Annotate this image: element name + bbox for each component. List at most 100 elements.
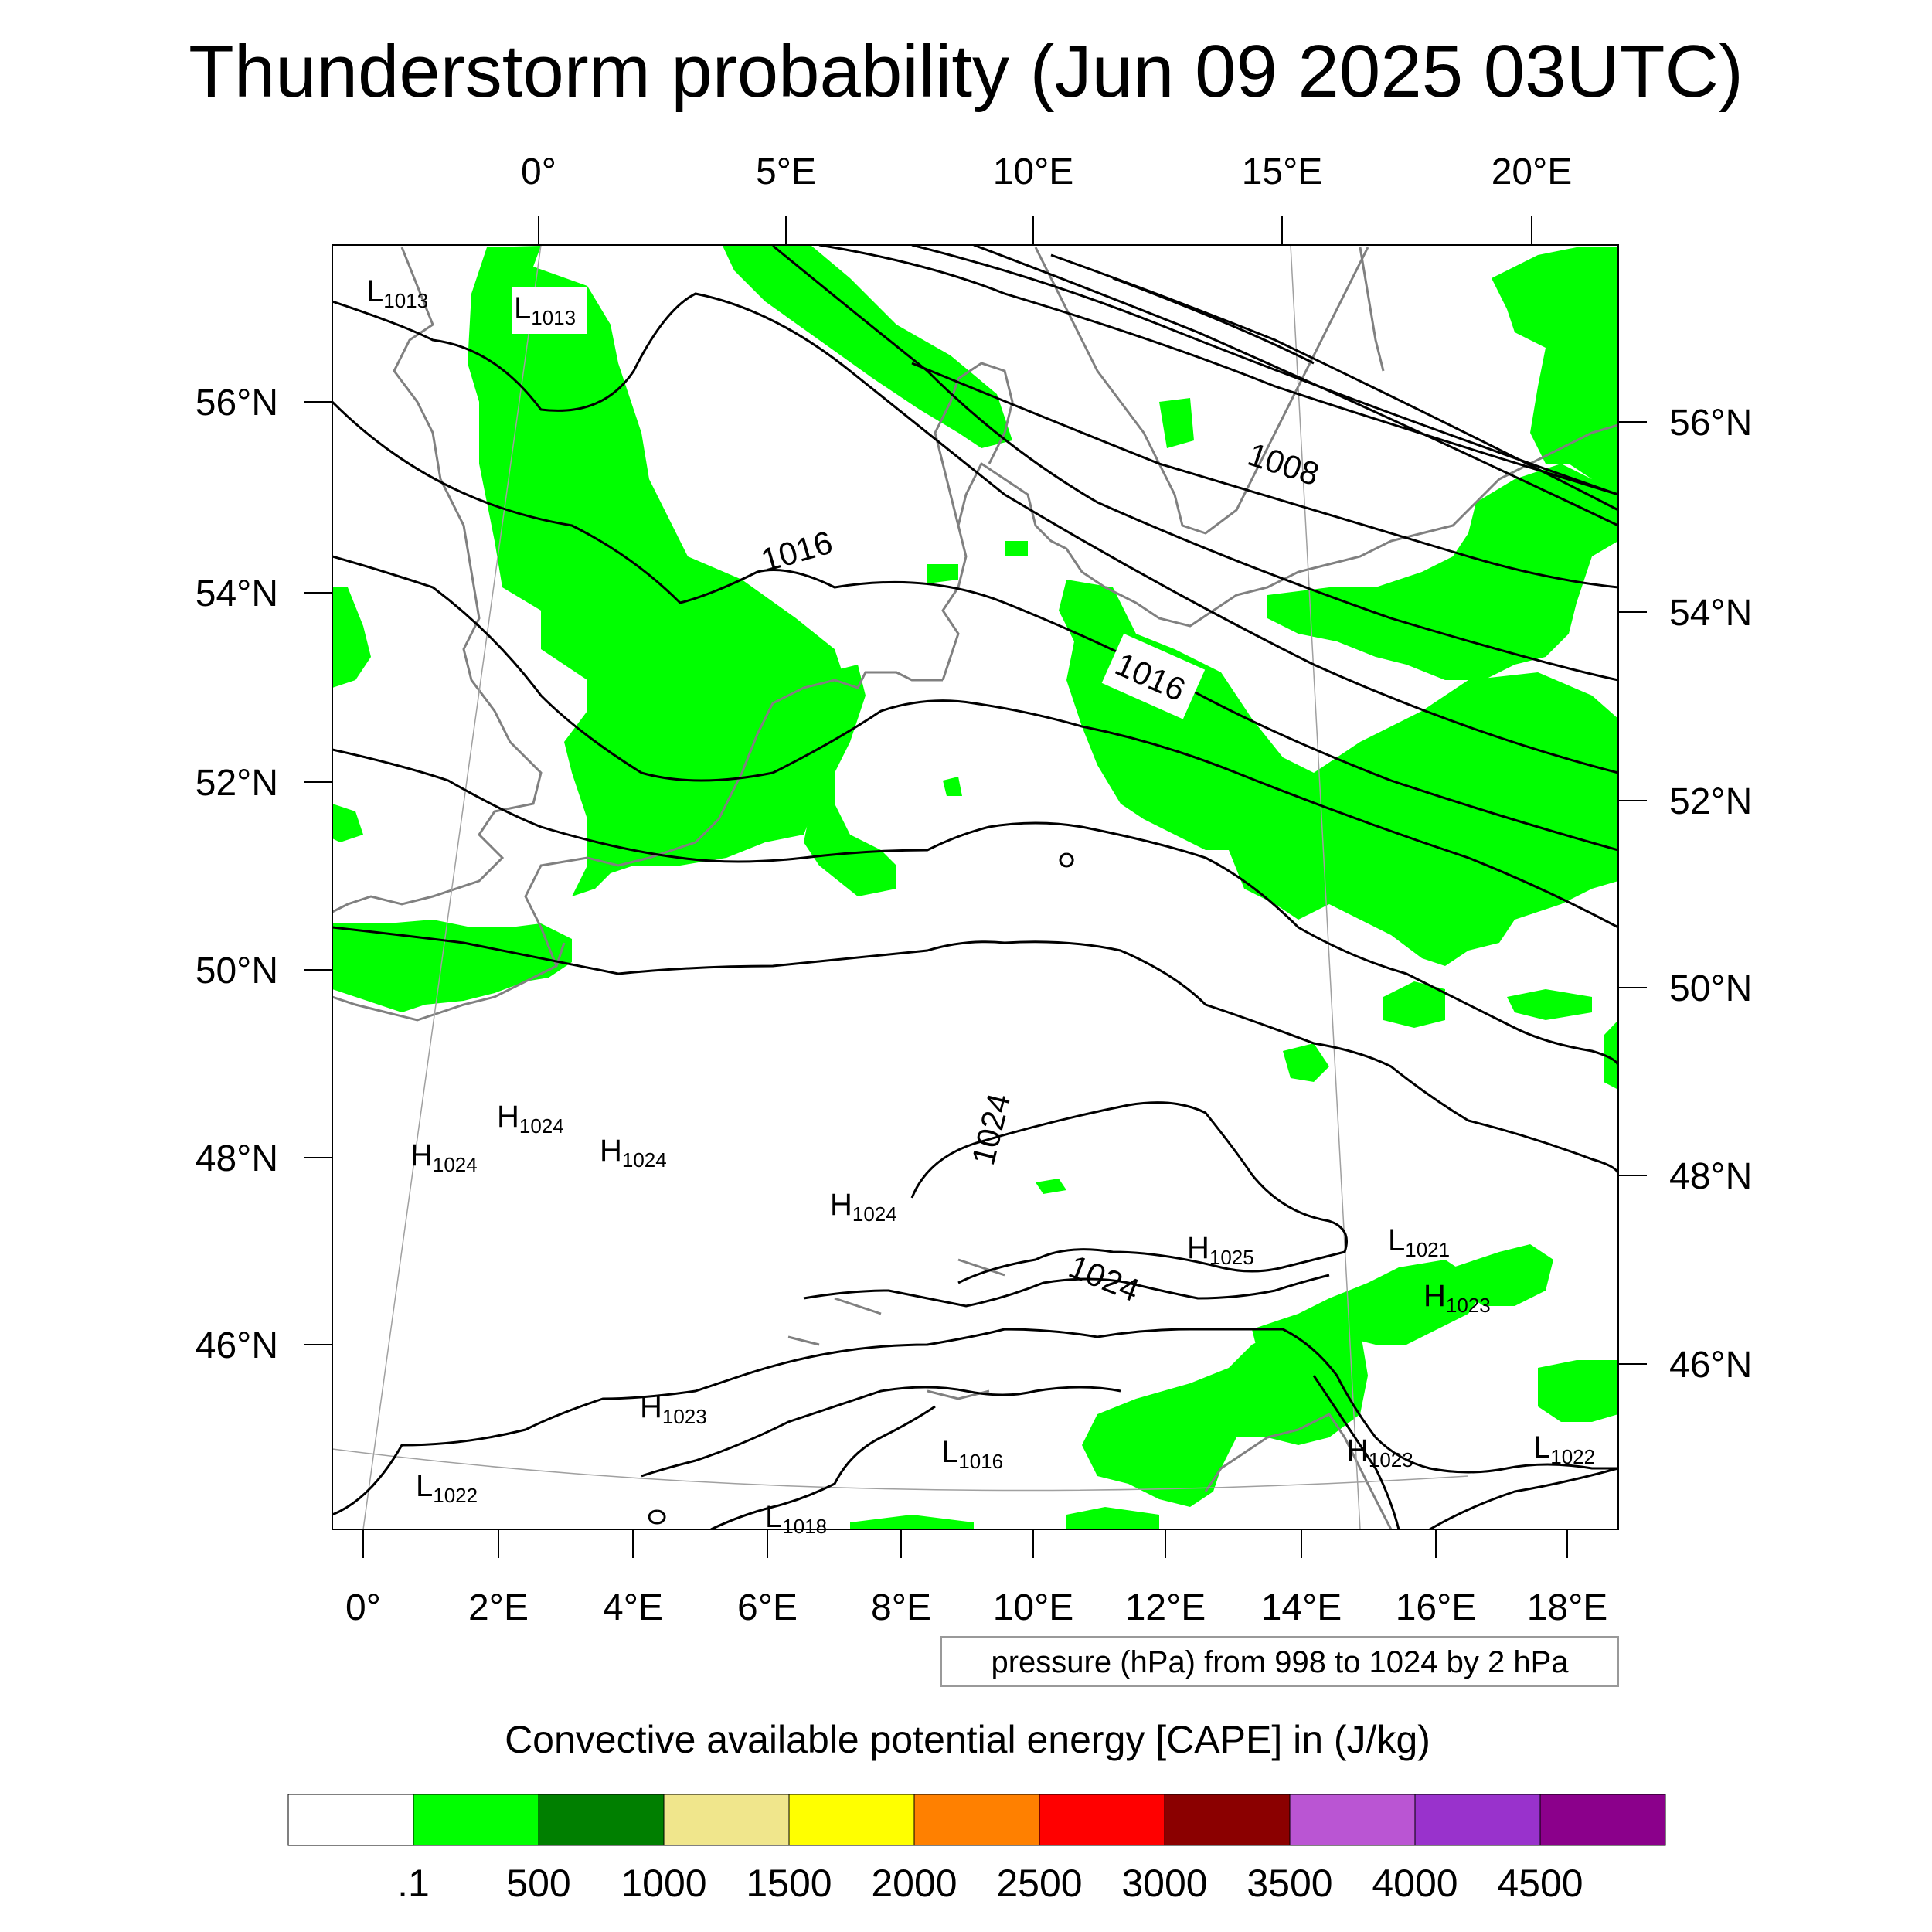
colorbar-labels: .1 500 1000 1500 2000 2500 3000 3500 4000 4500	[397, 1862, 1583, 1905]
left-tick-label: 56°N	[196, 383, 278, 423]
colorbar-swatches	[287, 1794, 1666, 1846]
colorbar: Convective available potential energy [C…	[287, 1718, 1666, 1905]
cape-area-netherlands	[788, 665, 896, 896]
pressure-center: H1024	[410, 1138, 478, 1176]
colorbar-swatch	[913, 1794, 1040, 1846]
coastlines	[332, 247, 1618, 1529]
top-lon-axis: 0° 5°E 10°E 15°E 20°E	[521, 151, 1572, 245]
isobar-1016-north	[332, 400, 1618, 852]
colorbar-label: 4500	[1497, 1862, 1583, 1905]
pressure-center: H1024	[830, 1188, 897, 1226]
colorbar-label: 3500	[1247, 1862, 1332, 1905]
pressure-center: H1023	[640, 1390, 707, 1428]
contour-info-box: pressure (hPa) from 998 to 1024 by 2 hPa	[940, 1636, 1619, 1687]
isobar-small-2	[648, 1509, 666, 1525]
pressure-centers: L1013 L1013 H1024 H1024 H1024 H1024 H102…	[366, 274, 1595, 1538]
parallel-45n	[332, 1448, 1469, 1492]
left-tick-label: 48°N	[196, 1138, 278, 1179]
plot-frame	[332, 244, 1619, 1530]
bottom-tick-label: 2°E	[468, 1587, 529, 1628]
bottom-tick-label: 6°E	[737, 1587, 798, 1628]
coast-germany	[941, 423, 1618, 681]
colorbar-swatch	[663, 1794, 790, 1846]
coast-britain-east	[332, 247, 543, 913]
right-tick-label: 52°N	[1669, 781, 1752, 822]
cape-area-small-1	[1036, 1179, 1066, 1194]
colorbar-label: 3000	[1121, 1862, 1207, 1905]
cape-area-west-edge	[332, 587, 371, 688]
right-tick-label: 56°N	[1669, 403, 1752, 444]
colorbar-label: 2500	[996, 1862, 1082, 1905]
pressure-center: L1022	[1533, 1430, 1595, 1468]
isobar-1016-south	[332, 748, 1618, 1067]
bottom-tick-label: 14°E	[1261, 1587, 1342, 1628]
isobar-6	[772, 245, 1618, 682]
cape-area-skagerrak	[723, 246, 1012, 448]
pressure-center: L1018	[765, 1500, 827, 1538]
cape-area-west-edge-2	[332, 804, 363, 842]
bottom-tick-label: 10°E	[993, 1587, 1074, 1628]
isobars	[332, 245, 1618, 1529]
top-tick-label: 10°E	[993, 151, 1074, 192]
cape-area-austria-dots	[1283, 1043, 1329, 1082]
cape-area-poland-north	[1267, 464, 1618, 680]
right-tick-label: 50°N	[1669, 968, 1752, 1009]
colorbar-label: 1500	[746, 1862, 832, 1905]
cape-area-slovakia	[1507, 989, 1592, 1020]
colorbar-swatch	[1414, 1794, 1541, 1846]
bottom-tick-label: 16°E	[1396, 1587, 1477, 1628]
colorbar-swatch	[287, 1794, 414, 1846]
isobar-1024-lower	[803, 1274, 1330, 1308]
cape-area-hungary	[1453, 1244, 1553, 1306]
colorbar-swatch	[1289, 1794, 1416, 1846]
isobar-5	[1112, 277, 1315, 365]
meridian-0	[362, 245, 542, 1529]
colorbar-label: 1000	[621, 1862, 706, 1905]
cape-area-czech-patch	[1383, 981, 1445, 1028]
left-tick-label: 54°N	[196, 573, 278, 614]
cape-area-alps-east	[1082, 1314, 1368, 1507]
colorbar-swatch	[1039, 1794, 1165, 1846]
coast-adriatic	[1204, 1413, 1393, 1529]
isobar-2	[911, 245, 1618, 496]
pressure-center: L1013	[366, 274, 428, 312]
cape-area-po-valley	[850, 1515, 974, 1529]
colorbar-swatch	[1164, 1794, 1291, 1846]
isobar-7	[332, 292, 1618, 774]
isobar-12	[641, 1386, 1121, 1478]
pressure-center: H1024	[600, 1134, 667, 1172]
cape-area-small-4	[1005, 541, 1028, 556]
left-tick-label: 50°N	[196, 951, 278, 992]
isobar-1024-inner	[910, 1101, 1348, 1284]
bottom-tick-label: 18°E	[1527, 1587, 1608, 1628]
left-tick-label: 52°N	[196, 763, 278, 804]
right-tick-label: 46°N	[1669, 1345, 1752, 1386]
coast-gotland	[1359, 247, 1385, 372]
page-title: Thunderstorm probability (Jun 09 2025 03…	[189, 30, 1743, 113]
colorbar-label: 500	[506, 1862, 570, 1905]
graticule	[332, 245, 1469, 1529]
coast-denmark	[934, 362, 1014, 526]
colorbar-swatch	[1539, 1794, 1666, 1846]
label-background	[1101, 633, 1206, 719]
label-background	[512, 287, 587, 334]
isobar-8	[332, 555, 1618, 929]
pressure-center: L1013	[514, 291, 576, 329]
colorbar-swatch	[413, 1794, 539, 1846]
right-lat-axis: 56°N 54°N 52°N 50°N 48°N 46°N	[1618, 403, 1752, 1386]
cape-area-small-3	[1159, 398, 1194, 448]
cape-area-north-sea	[468, 246, 850, 896]
cape-area-adriatic	[1066, 1507, 1159, 1529]
colorbar-label: 2000	[871, 1862, 957, 1905]
colorbar-swatch	[788, 1794, 915, 1846]
colorbar-label: .1	[397, 1862, 430, 1905]
cape-area-east-edge	[1604, 1020, 1618, 1090]
coast-lakes	[787, 1258, 1005, 1400]
bottom-tick-label: 12°E	[1125, 1587, 1206, 1628]
right-tick-label: 48°N	[1669, 1156, 1752, 1197]
cape-area-slovenia	[1252, 1260, 1484, 1360]
colorbar-swatch	[538, 1794, 665, 1846]
bottom-tick-label: 4°E	[603, 1587, 663, 1628]
cape-area-baltic-ne	[1492, 247, 1618, 495]
